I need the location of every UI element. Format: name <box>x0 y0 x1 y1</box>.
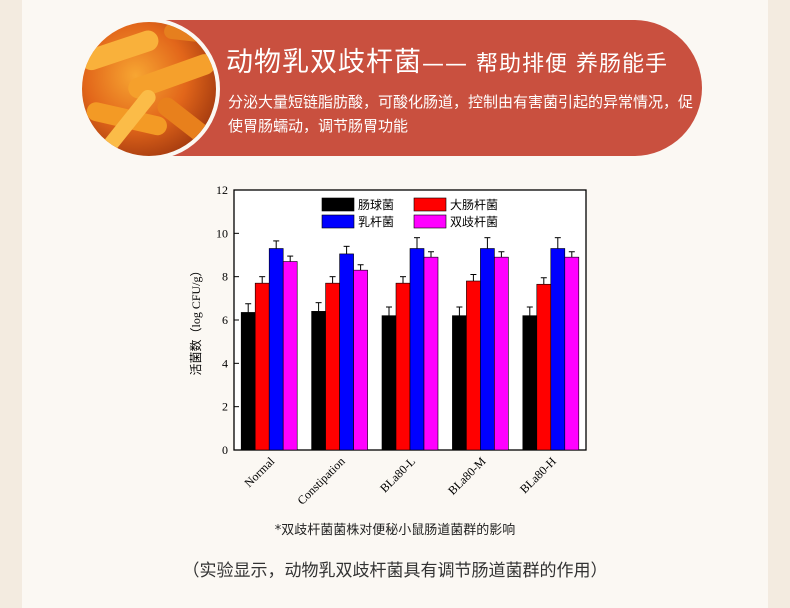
bar <box>480 248 495 451</box>
banner-description: 分泌大量短链脂肪酸，可酸化肠道，控制由有害菌引起的异常情况，促使胃肠蠕动，调节肠… <box>228 93 694 135</box>
legend-label: 大肠杆菌 <box>450 198 498 212</box>
bacteria-photo <box>78 18 220 160</box>
legend-swatch <box>413 214 447 229</box>
x-tick-label: Constipation <box>294 454 347 507</box>
bar <box>452 315 467 451</box>
x-tick-label: BLa80-H <box>517 454 559 496</box>
legend-label: 肠球菌 <box>358 198 394 212</box>
bacteria-count-chart: 0 2 4 6 8 10 12 活菌数（log CFU/g） Normal Constipatio… <box>170 180 600 520</box>
y-tick-label: 0 <box>222 443 228 457</box>
bar <box>282 261 298 451</box>
y-tick-label: 10 <box>216 226 228 240</box>
banner-title: 动物乳双歧杆菌—— 帮助排便 养肠能手 <box>226 40 668 79</box>
x-tick-label: Normal <box>242 454 278 490</box>
legend-swatch <box>321 214 355 229</box>
banner-title-main: 动物乳双歧杆菌 <box>226 47 422 78</box>
y-tick-label: 6 <box>222 313 228 327</box>
bar <box>395 282 411 451</box>
bar <box>339 253 354 451</box>
chart-caption: *双歧杆菌菌株对便秘小鼠肠道菌群的影响 <box>274 523 516 538</box>
bar <box>522 315 538 451</box>
chart-svg: 0 2 4 6 8 10 12 活菌数（log CFU/g） Normal Constipatio… <box>188 183 587 507</box>
bar <box>550 248 566 451</box>
bar <box>268 248 284 451</box>
bar <box>254 282 270 451</box>
y-tick-label: 2 <box>222 400 228 414</box>
y-tick-label: 4 <box>222 356 228 370</box>
bar <box>466 280 481 451</box>
y-tick-label: 8 <box>222 270 228 284</box>
bar <box>564 256 580 451</box>
bar <box>240 312 256 451</box>
x-tick-label: BLa80-L <box>377 454 418 495</box>
legend-swatch <box>413 197 447 212</box>
legend-label: 双歧杆菌 <box>450 215 498 229</box>
bar <box>423 256 439 451</box>
x-tick-label: BLa80-M <box>445 454 489 498</box>
bar <box>311 311 326 451</box>
bar <box>536 283 552 451</box>
legend-swatch <box>321 197 355 212</box>
legend-label: 乳杆菌 <box>358 215 394 229</box>
bar <box>325 282 340 451</box>
bar <box>494 256 509 451</box>
bacteria-illustration <box>82 23 216 153</box>
y-axis-label: 活菌数（log CFU/g） <box>188 264 203 375</box>
banner-subtitle: —— 帮助排便 养肠能手 <box>422 52 668 77</box>
footer-note: （实验显示，动物乳双歧杆菌具有调节肠道菌群的作用） <box>182 561 608 581</box>
bar <box>381 315 397 451</box>
y-tick-label: 12 <box>216 183 228 197</box>
bar <box>353 269 368 451</box>
bar <box>409 248 425 451</box>
